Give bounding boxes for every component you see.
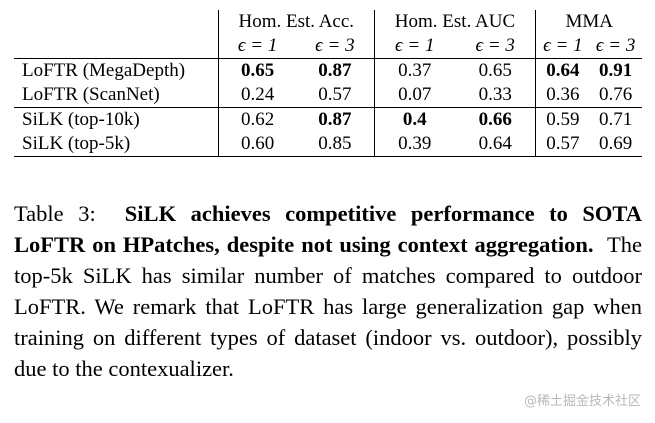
caption-body-text: The top-5k SiLK has similar number of ma…: [14, 232, 642, 381]
value-cell: 0.59: [535, 107, 590, 132]
value-cell: 0.39: [374, 132, 455, 157]
group-header-acc: Hom. Est. Acc.: [218, 10, 375, 34]
row-name-cell: LoFTR (MegaDepth): [14, 58, 219, 83]
value-cell: 0.87: [296, 58, 375, 83]
sub-header: ϵ = 1: [535, 34, 590, 59]
table-row: LoFTR (ScanNet) 0.24 0.57 0.07 0.33 0.36 0.76: [14, 83, 642, 108]
value-cell: 0.65: [218, 58, 297, 83]
value-cell: 0.64: [535, 58, 590, 83]
results-table: Hom. Est. Acc. Hom. Est. AUC MMA ϵ = 1 ϵ…: [14, 10, 642, 157]
value-cell: 0.76: [599, 84, 633, 105]
value-cell: 0.24: [241, 84, 275, 105]
value-cell: 0.65: [454, 58, 537, 83]
value-cell: 0.36: [546, 84, 580, 105]
sub-header: ϵ = 3: [296, 34, 375, 59]
value-cell: 0.57: [535, 132, 590, 157]
group-header-row: Hom. Est. Acc. Hom. Est. AUC MMA: [14, 10, 642, 34]
value-cell: 0.57: [296, 83, 375, 108]
value-cell: 0.60: [218, 132, 297, 157]
sub-header: ϵ = 3: [454, 34, 537, 59]
value-cell: 0.69: [589, 132, 642, 157]
value-cell: 0.91: [589, 58, 642, 83]
caption-label: Table 3:: [14, 201, 96, 226]
table-row: LoFTR (MegaDepth) 0.65 0.87 0.37 0.65 0.64 0.9…: [14, 58, 642, 83]
value-cell: 0.71: [589, 107, 642, 132]
table-caption: Table 3: SiLK achieves competitive perfo…: [14, 198, 642, 384]
header-empty-cell: [14, 34, 219, 59]
value-cell: 0.4: [374, 107, 455, 132]
row-name-cell: LoFTR (ScanNet): [14, 83, 219, 108]
value-cell: 0.64: [454, 132, 537, 157]
caption-bold-text: SiLK achieves competitive performance to…: [14, 201, 643, 257]
value-cell: 0.66: [454, 107, 537, 132]
value-cell: 0.87: [296, 107, 375, 132]
header-empty-cell: [14, 10, 219, 34]
sub-header-row: ϵ = 1 ϵ = 3 ϵ = 1 ϵ = 3 ϵ = 1 ϵ = 3: [14, 34, 642, 59]
group-header-mma: MMA: [565, 11, 613, 32]
value-cell: 0.07: [398, 84, 432, 105]
group-header-auc: Hom. Est. AUC: [374, 10, 537, 34]
value-cell: 0.85: [296, 132, 375, 157]
table-row: SiLK (top-10k) 0.62 0.87 0.4 0.66 0.59 0.71: [14, 107, 642, 132]
value-cell: 0.37: [374, 58, 455, 83]
row-name-cell: SiLK (top-5k): [14, 132, 219, 157]
results-table-container: Hom. Est. Acc. Hom. Est. AUC MMA ϵ = 1 ϵ…: [14, 10, 642, 157]
watermark: @稀土掘金技术社区: [523, 394, 641, 409]
table-body: LoFTR (MegaDepth) 0.65 0.87 0.37 0.65 0.64 0.9…: [14, 58, 642, 157]
sub-header: ϵ = 3: [589, 34, 642, 59]
value-cell: 0.62: [218, 107, 297, 132]
table-row: SiLK (top-5k) 0.60 0.85 0.39 0.64 0.57 0.69: [14, 132, 642, 157]
value-cell: 0.33: [454, 83, 537, 108]
row-name-cell: SiLK (top-10k): [14, 107, 219, 132]
sub-header: ϵ = 1: [218, 34, 297, 59]
sub-header: ϵ = 1: [374, 34, 455, 59]
